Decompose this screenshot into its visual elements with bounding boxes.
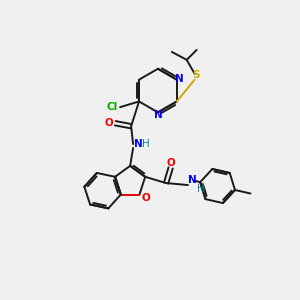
Text: H: H	[197, 184, 205, 194]
Text: N: N	[188, 175, 197, 185]
Text: O: O	[141, 193, 150, 202]
Text: O: O	[105, 118, 114, 128]
Text: S: S	[192, 70, 200, 80]
Text: N: N	[134, 139, 142, 149]
Text: N: N	[154, 110, 162, 120]
Text: Cl: Cl	[106, 102, 118, 112]
Text: N: N	[176, 74, 184, 84]
Text: O: O	[166, 158, 175, 168]
Text: H: H	[142, 139, 150, 149]
